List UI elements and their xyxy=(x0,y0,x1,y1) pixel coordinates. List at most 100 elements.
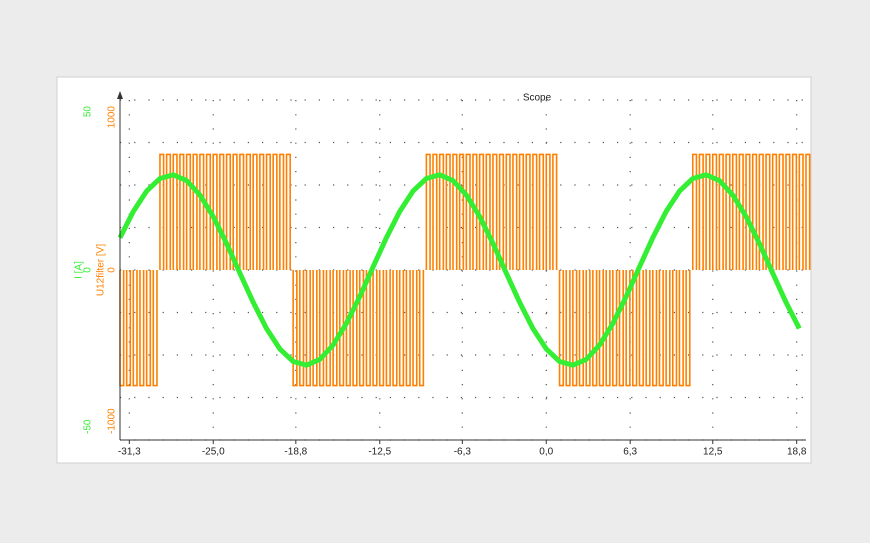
pulse xyxy=(445,153,451,270)
pulse xyxy=(578,270,585,387)
y2-tick-label: 0 xyxy=(83,267,94,273)
pulse xyxy=(771,153,778,270)
pulse xyxy=(452,153,458,270)
x-tick-label: -18,8 xyxy=(284,447,307,458)
pulse xyxy=(632,270,638,387)
pulse xyxy=(518,153,525,270)
y-axis-title: U12filter [V] xyxy=(96,244,107,296)
pulse xyxy=(685,270,691,387)
pulse xyxy=(691,153,698,270)
pulse xyxy=(718,153,724,270)
pulse xyxy=(232,153,238,270)
pulse xyxy=(618,270,624,387)
pulse xyxy=(179,153,185,270)
x-tick-label: -12,5 xyxy=(368,447,391,458)
y2-axis-title: I [A] xyxy=(74,261,85,279)
pulse xyxy=(219,153,225,270)
pulse xyxy=(239,153,245,270)
pulse xyxy=(252,153,258,270)
x-tick-label: -6,3 xyxy=(454,447,472,458)
pulse xyxy=(352,270,358,387)
x-tick-label: 0,0 xyxy=(539,447,553,458)
pulse xyxy=(665,270,671,387)
pulse xyxy=(279,153,285,270)
pulse xyxy=(751,153,758,270)
pulse xyxy=(405,270,411,387)
x-tick-label: -25,0 xyxy=(202,447,225,458)
pulse xyxy=(805,153,811,270)
plot: -31,3 -25,0 -18,8 -12,5 -6,3 0,0 6,3 12,5 18,8 -1… xyxy=(74,91,811,458)
y-tick-label: 0 xyxy=(107,267,118,273)
pulse xyxy=(299,270,305,387)
pulse xyxy=(319,270,325,387)
pulse xyxy=(358,270,365,387)
x-tick-label: 6,3 xyxy=(623,447,637,458)
pulse xyxy=(532,153,538,270)
pulse xyxy=(671,270,678,387)
pulse xyxy=(185,153,192,270)
pulse xyxy=(159,153,165,270)
pulse xyxy=(145,270,152,387)
pulse xyxy=(152,270,158,387)
pulse xyxy=(538,153,545,270)
pulse xyxy=(778,153,784,270)
pulse xyxy=(652,270,658,387)
pulse xyxy=(512,153,518,270)
pulse xyxy=(658,270,664,387)
series-line xyxy=(117,172,802,368)
pulse xyxy=(125,270,132,387)
pulse xyxy=(438,153,445,270)
pulse xyxy=(698,153,704,270)
pulse xyxy=(385,270,391,387)
y-tick-label: -1000 xyxy=(107,408,118,434)
pulse xyxy=(785,153,791,270)
pulse xyxy=(678,270,684,387)
pulse xyxy=(192,153,198,270)
pulse xyxy=(731,153,738,270)
pulse xyxy=(139,270,145,387)
pulse xyxy=(432,153,438,270)
pulse xyxy=(485,153,491,270)
pulse xyxy=(292,270,298,387)
pulse xyxy=(372,270,378,387)
x-tick-label: 12,5 xyxy=(703,447,723,458)
pulse xyxy=(552,153,558,270)
pulse xyxy=(172,153,178,270)
pulse xyxy=(498,153,505,270)
pulse xyxy=(465,153,471,270)
pulse xyxy=(325,270,331,387)
y-tick-label: 1000 xyxy=(107,106,118,129)
pulse xyxy=(332,270,338,387)
pulse xyxy=(765,153,771,270)
pulse xyxy=(285,153,291,270)
pulse xyxy=(505,153,511,270)
y-axis-arrow xyxy=(117,91,123,99)
pulse xyxy=(378,270,385,387)
pulse xyxy=(525,153,531,270)
pulse xyxy=(225,153,232,270)
pulse xyxy=(545,153,551,270)
pulse xyxy=(565,270,571,387)
x-tick-label: 18,8 xyxy=(787,447,807,458)
pulse xyxy=(725,153,731,270)
pulse xyxy=(705,153,711,270)
pulse xyxy=(392,270,398,387)
pulse xyxy=(398,270,405,387)
pulse xyxy=(458,153,465,270)
pulse xyxy=(711,153,718,270)
pulse xyxy=(585,270,591,387)
pulse xyxy=(625,270,631,387)
pulse xyxy=(758,153,764,270)
chart-title: Scope xyxy=(523,93,552,104)
pulse xyxy=(645,270,651,387)
pulse xyxy=(265,153,271,270)
pulse xyxy=(798,153,804,270)
pulse xyxy=(132,270,138,387)
pulse xyxy=(199,153,205,270)
pulse xyxy=(418,270,425,387)
pulse xyxy=(365,270,371,387)
y2-tick-label: 50 xyxy=(83,106,94,118)
pulse xyxy=(312,270,318,387)
pulse xyxy=(272,153,278,270)
